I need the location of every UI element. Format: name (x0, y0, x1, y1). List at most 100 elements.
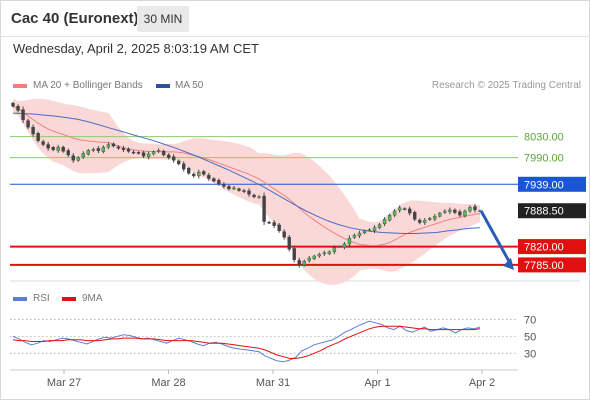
candle-body (106, 144, 111, 148)
candle-body (141, 152, 146, 157)
rsi-legend-label: RSI (33, 293, 50, 304)
candle-body (16, 106, 20, 111)
price-label-7785.00: 7785.00 (524, 260, 564, 272)
candle-body (66, 150, 70, 156)
candle-body (91, 149, 96, 151)
candle-body (257, 196, 261, 199)
research-credit: Research © 2025 Trading Central (431, 80, 581, 91)
ma20-legend-label: MA 20 + Bollinger Bands (33, 80, 143, 91)
price-levels (10, 136, 518, 266)
rsi-tick-50: 50 (524, 331, 536, 343)
candle-body (372, 227, 377, 231)
instrument-title: Cac 40 (Euronext) (11, 10, 139, 27)
rsi-tick-70: 70 (524, 314, 536, 326)
candle-body (212, 178, 216, 182)
candle-body (56, 146, 60, 151)
candle-body (453, 209, 457, 213)
ma20-line (12, 105, 481, 247)
candle-body (382, 219, 387, 225)
candle-body (458, 211, 462, 216)
candle-body (322, 252, 327, 255)
candle-body (36, 133, 40, 142)
candle-body (131, 151, 136, 154)
candle-body (177, 160, 181, 165)
candle-body (237, 188, 241, 191)
candle-body (197, 172, 201, 177)
candle-body (342, 243, 347, 248)
ma20-legend-swatch (13, 84, 27, 88)
candle-body (332, 247, 337, 253)
rsi-panel: 30 50 70 (10, 314, 536, 363)
candle-body (232, 187, 236, 190)
time-label-2: Mar 31 (256, 377, 290, 389)
price-level-labels: 8030.00 7990.00 7939.00 7888.50 7820.00 7785.… (518, 132, 586, 273)
candle-body (392, 210, 397, 216)
candle-body (51, 147, 55, 150)
price-label-8030.00: 8030.00 (524, 132, 564, 144)
candle-body (222, 184, 226, 187)
candle-body (161, 150, 166, 156)
ma50-line (12, 112, 481, 234)
candle-body (111, 143, 116, 147)
time-label-1: Mar 28 (151, 377, 185, 389)
candle-body (126, 148, 131, 152)
price-label-bg-7888.50 (518, 203, 586, 219)
moving-averages (12, 105, 481, 247)
candle-body (81, 153, 86, 158)
candle-body (402, 208, 407, 210)
candle-body (287, 236, 291, 250)
candle-body (76, 157, 80, 161)
candle-body (11, 102, 15, 107)
candle-body (397, 207, 402, 211)
candle-body (307, 257, 311, 261)
candle-body (377, 224, 382, 228)
price-label-7820.00: 7820.00 (524, 242, 564, 254)
candle-body (192, 173, 196, 177)
candle-body (362, 230, 367, 234)
candle-body (302, 261, 306, 266)
candle-body (242, 190, 246, 192)
candle-body (61, 146, 65, 152)
candle-body (297, 260, 301, 266)
time-label-0: Mar 27 (47, 377, 81, 389)
candle-body (468, 207, 472, 212)
ma9-legend-swatch (62, 297, 76, 301)
candle-body (433, 216, 437, 220)
price-label-7888.50: 7888.50 (524, 206, 564, 218)
candle-body (352, 234, 357, 238)
price-label-bg-7939.00 (518, 176, 586, 192)
candle-body (317, 254, 322, 257)
candle-body (347, 238, 352, 245)
timeframe-button[interactable]: 30 MIN (137, 6, 189, 32)
rsi-line (12, 320, 481, 363)
candle-body (327, 251, 332, 254)
candle-body (202, 171, 206, 175)
price-label-7990.00: 7990.00 (524, 153, 564, 165)
price-label-7939.00: 7939.00 (524, 179, 564, 191)
candle-body (262, 195, 266, 222)
candle-body (357, 232, 362, 237)
candle-body (171, 156, 176, 161)
candle-body (443, 210, 447, 213)
candle-body (423, 220, 427, 223)
candle-body (413, 212, 417, 220)
bollinger-band-area (13, 98, 480, 285)
candle-body (267, 222, 271, 224)
candle-body (116, 146, 121, 149)
candle-body (31, 127, 35, 135)
candle-body (337, 246, 342, 248)
candle-body (86, 150, 91, 155)
candle-body (387, 214, 392, 221)
candle-body (151, 151, 156, 155)
candle-body (101, 146, 106, 152)
rsi-ma9-line (12, 325, 481, 359)
candle-body (182, 163, 186, 170)
bollinger-bands (13, 98, 480, 285)
candle-body (438, 212, 442, 217)
candle-body (463, 210, 467, 217)
candle-body (227, 186, 231, 190)
price-label-bg-7820.00 (518, 239, 586, 255)
candlesticks (11, 101, 482, 268)
ma50-legend-label: MA 50 (175, 80, 204, 91)
